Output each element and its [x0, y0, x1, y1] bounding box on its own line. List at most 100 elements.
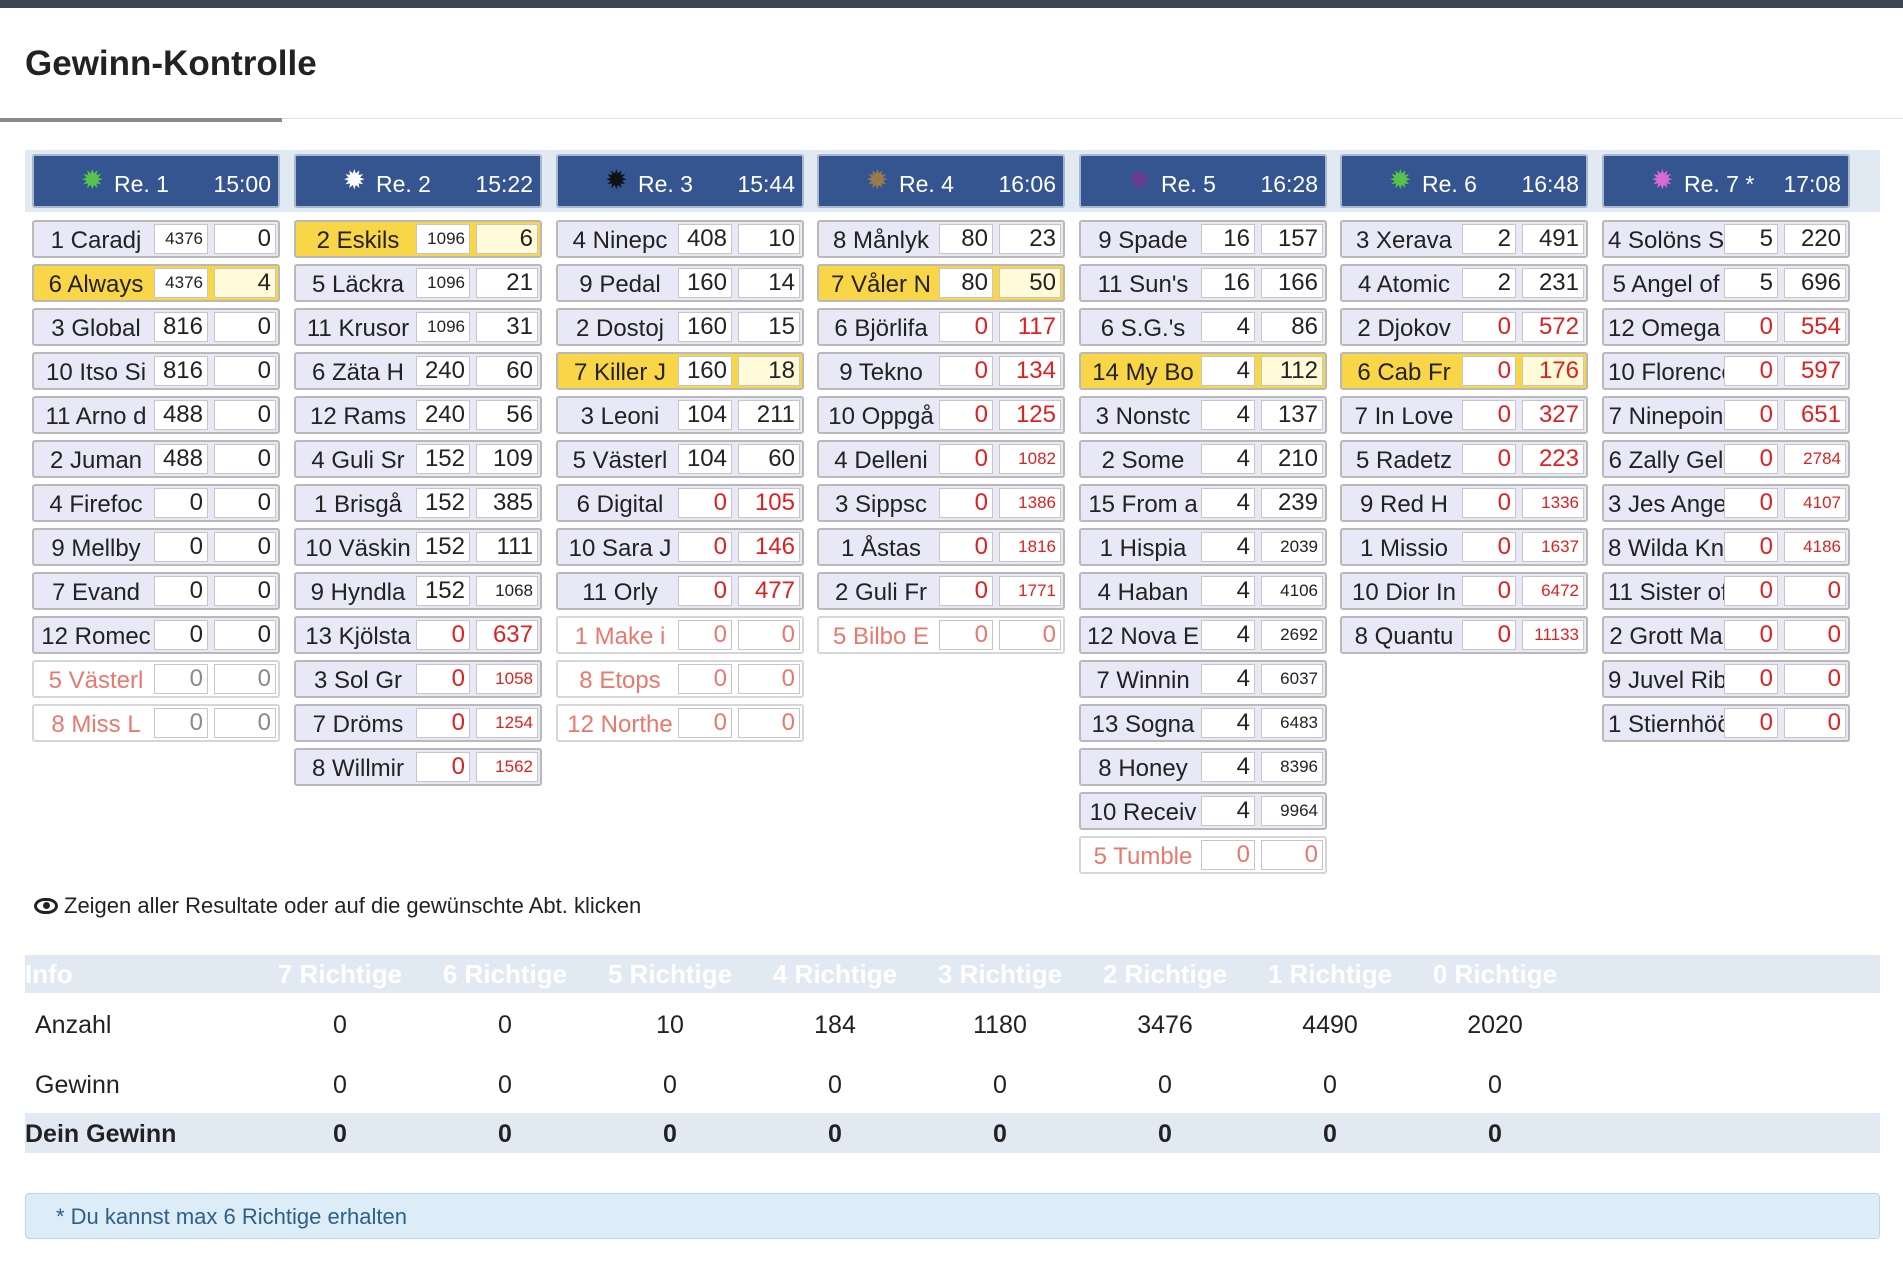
- horse-row[interactable]: 6 Björlifa 0 117: [817, 308, 1065, 346]
- horse-row[interactable]: 4 Ninepc 408 10: [556, 220, 804, 258]
- horse-row[interactable]: 9 Pedal 160 14: [556, 264, 804, 302]
- horse-row[interactable]: 6 Cab Fr 0 176: [1340, 352, 1588, 390]
- odds-value: 50: [999, 268, 1061, 298]
- horse-row[interactable]: 12 Romec 0 0: [32, 616, 280, 654]
- horse-row[interactable]: 10 Dior In 0 6472: [1340, 572, 1588, 610]
- horse-row[interactable]: 1 Åstas 0 1816: [817, 528, 1065, 566]
- horse-row[interactable]: 10 Sara J 0 146: [556, 528, 804, 566]
- horse-row[interactable]: 13 Sogna 4 6483: [1079, 704, 1327, 742]
- horse-row[interactable]: 6 S.G.'s 4 86: [1079, 308, 1327, 346]
- horse-row[interactable]: 6 Zäta H 240 60: [294, 352, 542, 390]
- horse-row[interactable]: 7 Winnin 4 6037: [1079, 660, 1327, 698]
- horse-row[interactable]: 5 Läckra 1096 21: [294, 264, 542, 302]
- horse-row[interactable]: 7 Dröms 0 1254: [294, 704, 542, 742]
- bet-count: 4: [1201, 488, 1255, 518]
- horse-name: 5 Läckra: [311, 271, 405, 298]
- horse-row[interactable]: 2 Grott Ma 0 0: [1602, 616, 1850, 654]
- horse-row[interactable]: 2 Dostoj 160 15: [556, 308, 804, 346]
- horse-row[interactable]: 9 Juvel Rib 0 0: [1602, 660, 1850, 698]
- horse-row[interactable]: 5 Tumble 0 0: [1079, 836, 1327, 874]
- bet-count: 0: [1201, 840, 1255, 870]
- horse-row[interactable]: 9 Tekno 0 134: [817, 352, 1065, 390]
- horse-row[interactable]: 1 Missio 0 1637: [1340, 528, 1588, 566]
- race-header-5[interactable]: ✹ Re. 5 16:28: [1079, 154, 1327, 208]
- horse-row[interactable]: 8 Wilda Kn 0 4186: [1602, 528, 1850, 566]
- race-header-7[interactable]: ✹ Re. 7 * 17:08: [1602, 154, 1850, 208]
- horse-name: 8 Quantu: [1354, 623, 1454, 650]
- race-header-6[interactable]: ✹ Re. 6 16:48: [1340, 154, 1588, 208]
- horse-row[interactable]: 11 Sister of 0 0: [1602, 572, 1850, 610]
- horse-row[interactable]: 7 Killer J 160 18: [556, 352, 804, 390]
- horse-row[interactable]: 15 From a 4 239: [1079, 484, 1327, 522]
- horse-row[interactable]: 8 Willmir 0 1562: [294, 748, 542, 786]
- horse-row[interactable]: 11 Arno d 488 0: [32, 396, 280, 434]
- horse-row[interactable]: 4 Atomic 2 231: [1340, 264, 1588, 302]
- horse-row[interactable]: 6 Always 4376 4: [32, 264, 280, 302]
- horse-row[interactable]: 5 Västerl 0 0: [32, 660, 280, 698]
- horse-row[interactable]: 2 Juman 488 0: [32, 440, 280, 478]
- horse-row[interactable]: 8 Honey 4 8396: [1079, 748, 1327, 786]
- horse-row[interactable]: 1 Stiernhöö 0 0: [1602, 704, 1850, 742]
- race-header-4[interactable]: ✹ Re. 4 16:06: [817, 154, 1065, 208]
- horse-row[interactable]: 2 Some 4 210: [1079, 440, 1327, 478]
- horse-row[interactable]: 7 In Love 0 327: [1340, 396, 1588, 434]
- horse-row[interactable]: 7 Våler N 80 50: [817, 264, 1065, 302]
- horse-row[interactable]: 13 Kjölsta 0 637: [294, 616, 542, 654]
- horse-row[interactable]: 8 Quantu 0 11133: [1340, 616, 1588, 654]
- horse-row[interactable]: 5 Angel of 5 696: [1602, 264, 1850, 302]
- horse-row[interactable]: 6 Zally Gel 0 2784: [1602, 440, 1850, 478]
- horse-row[interactable]: 6 Digital 0 105: [556, 484, 804, 522]
- horse-row[interactable]: 2 Eskils 1096 6: [294, 220, 542, 258]
- horse-row[interactable]: 11 Krusor 1096 31: [294, 308, 542, 346]
- horse-row[interactable]: 14 My Bo 4 112: [1079, 352, 1327, 390]
- show-all-link[interactable]: Zeigen aller Resultate oder auf die gewü…: [34, 893, 641, 919]
- horse-row[interactable]: 8 Etops 0 0: [556, 660, 804, 698]
- horse-row[interactable]: 12 Northe 0 0: [556, 704, 804, 742]
- horse-row[interactable]: 10 Oppgå 0 125: [817, 396, 1065, 434]
- race-header-3[interactable]: ✹ Re. 3 15:44: [556, 154, 804, 208]
- horse-row[interactable]: 9 Spade 16 157: [1079, 220, 1327, 258]
- horse-row[interactable]: 12 Nova E 4 2692: [1079, 616, 1327, 654]
- horse-row[interactable]: 10 Itso Si 816 0: [32, 352, 280, 390]
- horse-row[interactable]: 9 Red H 0 1336: [1340, 484, 1588, 522]
- bet-count: 0: [678, 576, 732, 606]
- horse-row[interactable]: 3 Jes Ange 0 4107: [1602, 484, 1850, 522]
- horse-row[interactable]: 4 Haban 4 4106: [1079, 572, 1327, 610]
- horse-row[interactable]: 2 Guli Fr 0 1771: [817, 572, 1065, 610]
- horse-row[interactable]: 9 Mellby 0 0: [32, 528, 280, 566]
- horse-row[interactable]: 4 Firefoc 0 0: [32, 484, 280, 522]
- horse-row[interactable]: 3 Sippsc 0 1386: [817, 484, 1065, 522]
- horse-row[interactable]: 11 Orly 0 477: [556, 572, 804, 610]
- results-header-cell: 6 Richtige: [442, 959, 568, 989]
- horse-row[interactable]: 2 Djokov 0 572: [1340, 308, 1588, 346]
- horse-row[interactable]: 4 Guli Sr 152 109: [294, 440, 542, 478]
- race-header-1[interactable]: ✹ Re. 1 15:00: [32, 154, 280, 208]
- horse-row[interactable]: 3 Global 816 0: [32, 308, 280, 346]
- horse-row[interactable]: 12 Rams 240 56: [294, 396, 542, 434]
- horse-row[interactable]: 7 Ninepoin 0 651: [1602, 396, 1850, 434]
- horse-row[interactable]: 5 Radetz 0 223: [1340, 440, 1588, 478]
- horse-row[interactable]: 10 Väskin 152 111: [294, 528, 542, 566]
- horse-row[interactable]: 4 Delleni 0 1082: [817, 440, 1065, 478]
- horse-row[interactable]: 3 Xerava 2 491: [1340, 220, 1588, 258]
- horse-row[interactable]: 1 Hispia 4 2039: [1079, 528, 1327, 566]
- horse-row[interactable]: 3 Sol Gr 0 1058: [294, 660, 542, 698]
- horse-row[interactable]: 11 Sun's 16 166: [1079, 264, 1327, 302]
- horse-row[interactable]: 3 Nonstc 4 137: [1079, 396, 1327, 434]
- horse-row[interactable]: 4 Solöns S 5 220: [1602, 220, 1850, 258]
- horse-row[interactable]: 10 Florence 0 597: [1602, 352, 1850, 390]
- horse-row[interactable]: 9 Hyndla 152 1068: [294, 572, 542, 610]
- horse-row[interactable]: 5 Västerl 104 60: [556, 440, 804, 478]
- race-header-2[interactable]: ✹ Re. 2 15:22: [294, 154, 542, 208]
- horse-row[interactable]: 10 Receiv 4 9964: [1079, 792, 1327, 830]
- horse-row[interactable]: 1 Brisgå 152 385: [294, 484, 542, 522]
- horse-row[interactable]: 3 Leoni 104 211: [556, 396, 804, 434]
- horse-row[interactable]: 1 Caradj 4376 0: [32, 220, 280, 258]
- horse-row[interactable]: 8 Månlyk 80 23: [817, 220, 1065, 258]
- odds-value: 6483: [1261, 708, 1323, 738]
- horse-row[interactable]: 7 Evand 0 0: [32, 572, 280, 610]
